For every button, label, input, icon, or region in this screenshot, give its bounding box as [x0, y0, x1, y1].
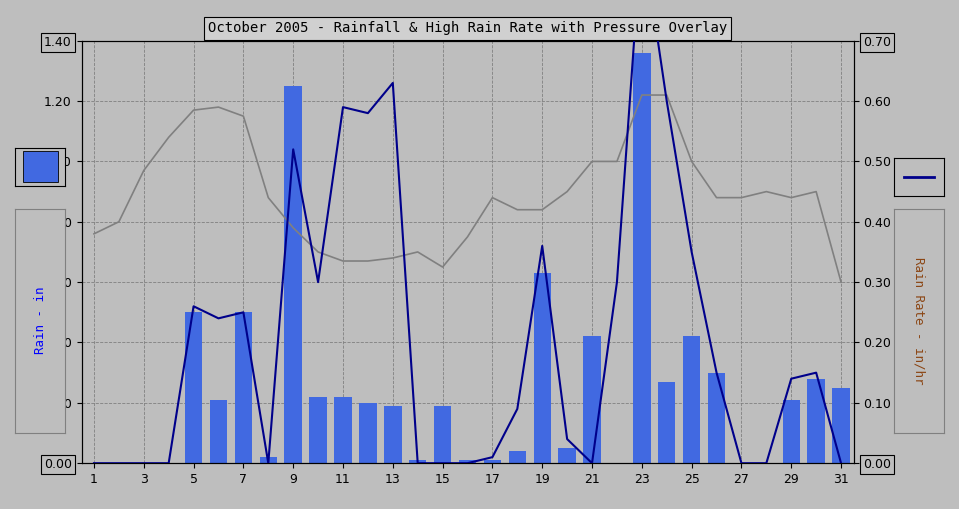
Bar [385, 406, 402, 463]
Text: Rain - in: Rain - in [34, 287, 47, 354]
Bar [310, 397, 327, 463]
Bar [558, 448, 575, 463]
Bar [335, 397, 352, 463]
Bar [458, 460, 477, 463]
Bar [783, 400, 800, 463]
Bar [708, 373, 725, 463]
Bar [433, 406, 452, 463]
Bar [807, 379, 825, 463]
Bar [210, 400, 227, 463]
Title: October 2005 - Rainfall & High Rain Rate with Pressure Overlay: October 2005 - Rainfall & High Rain Rate… [208, 21, 727, 36]
Bar [483, 460, 502, 463]
Bar [235, 313, 252, 463]
Bar [260, 457, 277, 463]
Bar [23, 152, 58, 182]
Bar [360, 403, 377, 463]
Bar [185, 313, 202, 463]
Bar [832, 388, 850, 463]
Bar [409, 460, 427, 463]
Bar [533, 273, 550, 463]
Bar [633, 53, 650, 463]
Bar [508, 451, 526, 463]
Bar [583, 336, 600, 463]
Bar [285, 86, 302, 463]
Bar [683, 336, 700, 463]
Bar [658, 382, 675, 463]
Text: Rain Rate - in/hr: Rain Rate - in/hr [912, 257, 925, 384]
